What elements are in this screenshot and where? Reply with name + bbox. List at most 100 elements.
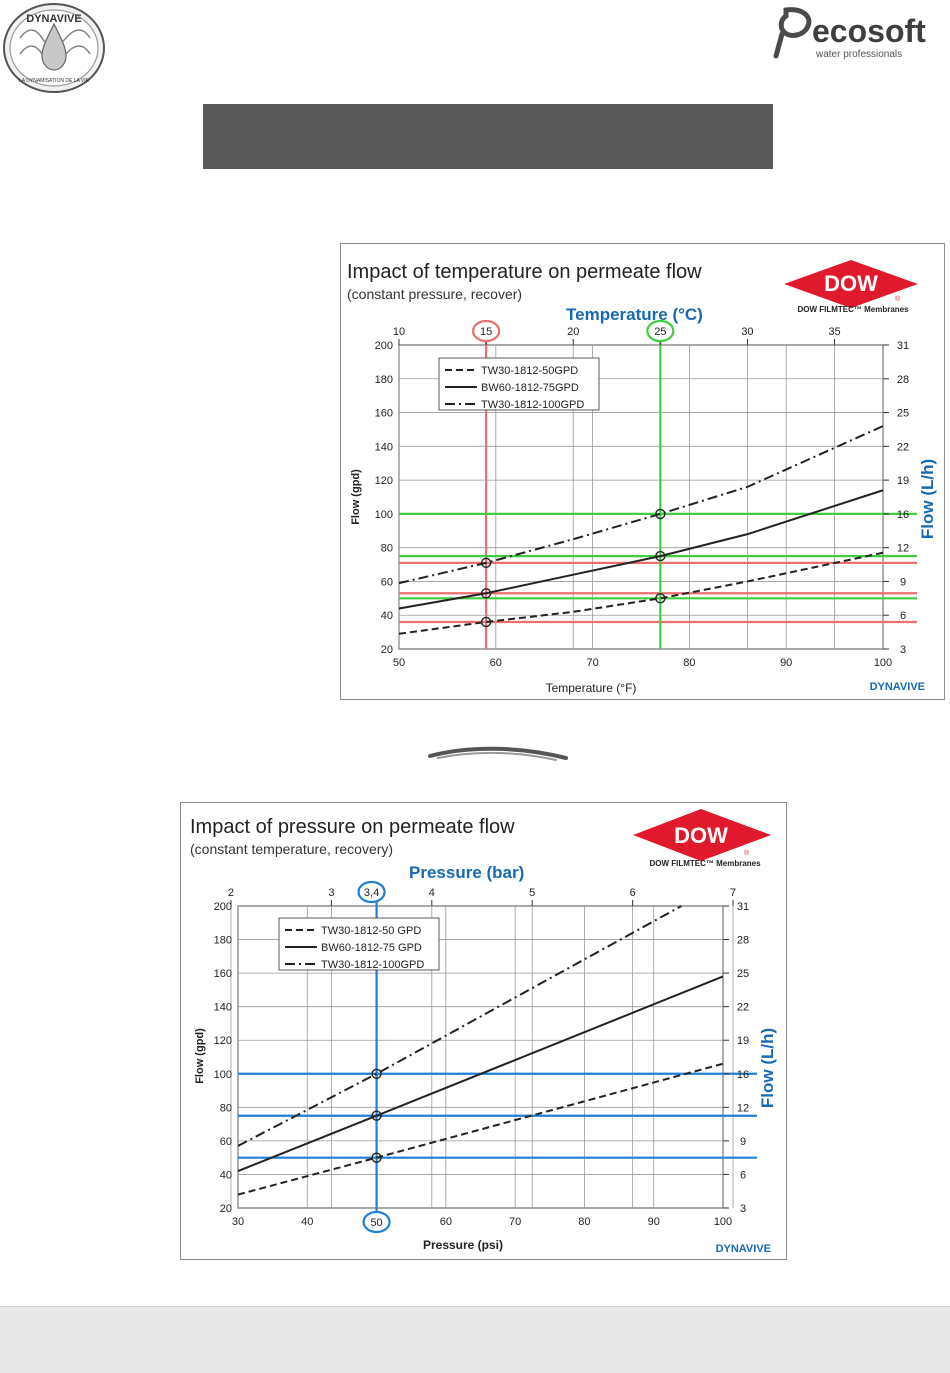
water-drop-icon [41,22,67,71]
dow-logo-subtitle: DOW FILMTEC™ Membranes [649,859,761,868]
right-tick-label: 6 [900,610,906,622]
x-tick-label: 70 [509,1216,521,1228]
y-tick-label: 200 [375,340,393,352]
x-tick-label: 40 [301,1216,313,1228]
top-tick-label: 30 [741,326,753,338]
right-tick-label: 12 [737,1102,749,1114]
y-tick-label: 160 [214,968,232,980]
y-tick-label: 200 [214,901,232,913]
ecosoft-logo-tagline: water professionals [815,49,902,60]
highlight-tick-label: 15 [480,326,492,338]
chart-title: Impact of temperature on permeate flow [347,261,702,283]
dow-logo: DOW ® DOW FILMTEC™ Membranes [784,260,918,314]
dow-logo-text: DOW [824,271,878,296]
dynavive-watermark: DYNAVIVE [870,681,925,693]
y-tick-label: 140 [375,441,393,453]
top-tick-label: 4 [429,887,435,899]
right-tick-label: 31 [897,340,909,352]
x-tick-label: 60 [490,657,502,669]
x-tick-label: 90 [780,657,792,669]
top-tick-label: 35 [828,326,840,338]
right-tick-label: 3 [740,1203,746,1215]
x-tick-label: 50 [393,657,405,669]
legend-label: TW30-1812-50GPD [481,365,578,377]
data-point-marker [655,593,666,604]
y-tick-label: 60 [220,1136,232,1148]
right-axis-label: Flow (L/h) [918,459,937,539]
x-axis-label: Pressure (psi) [423,1238,503,1252]
data-point-marker [371,1110,382,1121]
right-tick-label: 28 [737,935,749,947]
temperature-chart: TW30-1812-50GPD BW60-1812-75GPD TW30-1812-… [340,243,945,700]
highlight-tick-label: 25 [654,326,666,338]
top-tick-label: 2 [228,887,234,899]
legend-label: TW30-1812-100GPD [321,959,424,971]
right-tick-label: 25 [737,968,749,980]
legend-label: TW30-1812-50 GPD [321,925,421,937]
footer-bar [0,1306,950,1373]
legend-label: BW60-1812-75 GPD [321,942,422,954]
dow-logo-text: DOW [674,823,728,848]
dow-logo: DOW ® DOW FILMTEC™ Membranes [633,809,771,868]
legend-box [438,357,600,411]
x-tick-label: 100 [714,1216,732,1228]
right-tick-label: 6 [740,1169,746,1181]
y-axis-label: Flow (gpd) [350,469,362,525]
chart-subtitle: (constant pressure, recover) [347,286,522,302]
legend-label: BW60-1812-75GPD [481,382,579,394]
y-tick-label: 20 [220,1203,232,1215]
highlight-tick-circle [362,1210,391,1234]
y-tick-label: 120 [214,1035,232,1047]
y-tick-label: 180 [214,935,232,947]
data-point-marker [655,550,666,562]
pressure-chart-svg: TW30-1812-50 GPD BW60-1812-75 GPD TW30-181… [190,809,777,1255]
highlight-tick-label: 50 [370,1217,382,1229]
y-tick-label: 40 [381,610,393,622]
right-tick-label: 16 [897,509,909,521]
right-tick-label: 16 [737,1069,749,1081]
x-tick-label: 30 [232,1216,244,1228]
legend-label: TW30-1812-100GPD [481,399,584,411]
highlight-tick-circle [472,319,501,343]
x-tick-label: 70 [586,657,598,669]
y-tick-label: 160 [375,408,393,420]
dow-logo-subtitle: DOW FILMTEC™ Membranes [797,305,909,314]
legend-box [278,917,440,971]
y-tick-label: 140 [214,1002,232,1014]
top-axis-label: Temperature (°C) [566,305,703,324]
pressure-chart: TW30-1812-50 GPD BW60-1812-75 GPD TW30-181… [180,802,787,1260]
right-tick-label: 22 [897,441,909,453]
y-axis-label: Flow (gpd) [194,1028,206,1084]
temperature-chart-svg: TW30-1812-50GPD BW60-1812-75GPD TW30-1812-… [347,260,937,695]
right-tick-label: 12 [897,543,909,555]
top-axis-label: Pressure (bar) [409,863,524,882]
separator-swoosh [428,746,568,761]
ecosoft-logo-name: ecosoft [812,13,926,49]
right-tick-label: 25 [897,408,909,420]
data-point-marker [480,557,492,569]
ecosoft-logo: ecosoft water professionals [773,7,926,60]
dynavive-logo-text: DYNAVIVE [26,13,81,25]
chart-subtitle: (constant temperature, recovery) [190,841,393,857]
data-point-marker [371,1152,382,1163]
x-tick-label: 80 [578,1216,590,1228]
x-tick-label: 100 [874,657,892,669]
right-tick-label: 3 [900,644,906,656]
y-tick-label: 20 [381,644,393,656]
right-tick-label: 9 [900,576,906,588]
chart-title: Impact of pressure on permeate flow [190,816,515,838]
y-tick-label: 180 [375,374,393,386]
data-point-marker [480,588,492,599]
x-axis-label: Temperature (°F) [546,681,637,695]
series-line [398,425,884,585]
dynavive-watermark: DYNAVIVE [716,1243,771,1255]
dynavive-logo: DYNAVIVE LA DYNAMISATION DE LA VIE [3,3,105,93]
top-tick-label: 20 [567,326,579,338]
series-line [398,551,884,635]
y-tick-label: 100 [214,1069,232,1081]
right-tick-label: 31 [737,901,749,913]
right-tick-label: 19 [897,475,909,487]
series-line [237,1062,724,1196]
title-banner [203,104,773,169]
y-tick-label: 120 [375,475,393,487]
